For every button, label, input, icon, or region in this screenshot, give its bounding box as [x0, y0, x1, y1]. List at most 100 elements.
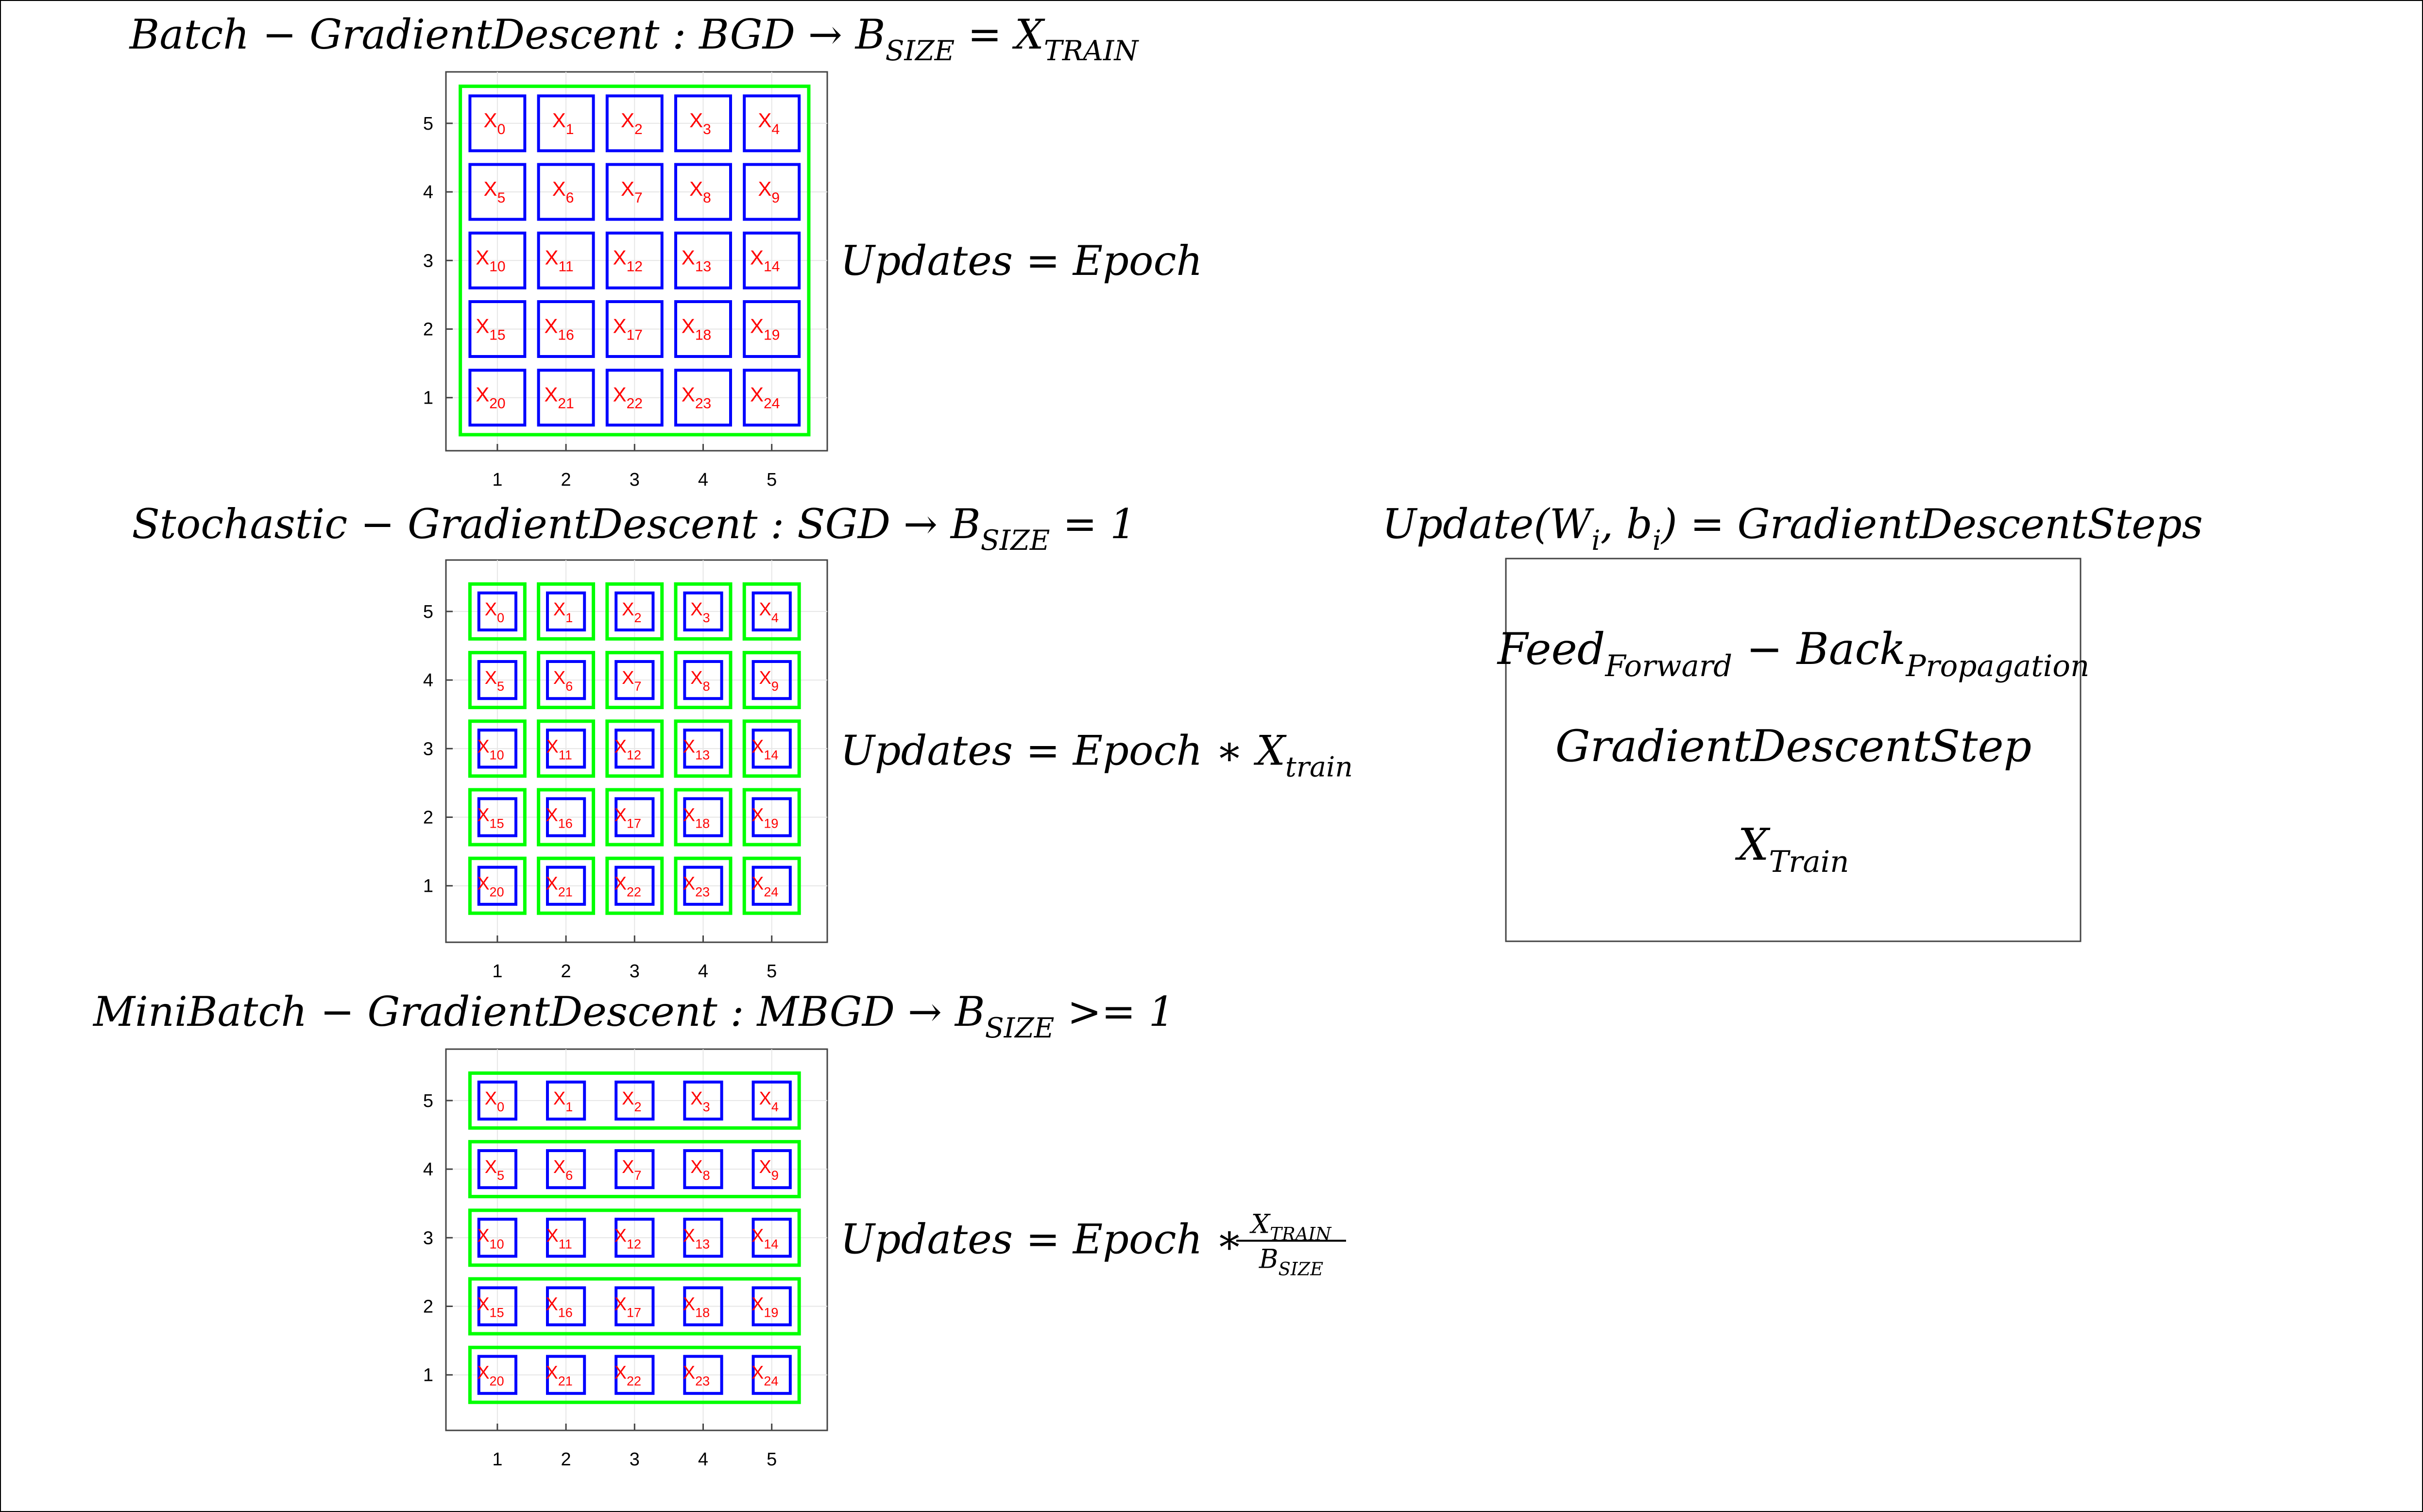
sample-label: X8 [690, 1157, 710, 1183]
panel-title-part: >= 1 [1054, 988, 1175, 1036]
sample-label: X13 [683, 1225, 710, 1251]
x-tick-label: 3 [630, 1449, 640, 1470]
x-tick-label: 1 [492, 1449, 502, 1470]
legend-item-forward-back-part: Forward [1604, 649, 1732, 683]
sample-label: X6 [553, 668, 573, 694]
sample-box [674, 94, 732, 153]
sample-label: X14 [751, 1225, 778, 1251]
y-tick-label: 5 [423, 114, 433, 134]
sample-box [546, 1355, 586, 1395]
sample-label-index: 8 [703, 1168, 710, 1183]
sample-group-box [468, 719, 527, 778]
x-tick-label: 4 [698, 961, 708, 982]
sample-label-x: X [759, 1157, 771, 1177]
sample-group-box [537, 651, 596, 710]
sample-label-index: 16 [558, 816, 573, 831]
sample-box [477, 591, 518, 632]
sample-group-box [605, 788, 664, 847]
sample-label-index: 17 [627, 1306, 641, 1320]
sample-label-x: X [613, 383, 627, 406]
sample-label: X14 [751, 736, 778, 762]
sample-label-index: 15 [490, 816, 504, 831]
sample-box [683, 729, 723, 769]
sample-label-index: 6 [565, 679, 573, 694]
sample-label-index: 11 [559, 258, 574, 274]
y-tick-label: 1 [423, 1365, 433, 1386]
sample-box [614, 866, 655, 906]
x-tick-label: 2 [561, 1449, 571, 1470]
sample-label-x: X [544, 315, 558, 338]
sample-label-x: X [759, 668, 771, 688]
sample-label-index: 3 [703, 121, 711, 137]
sample-label-x: X [682, 383, 695, 406]
sample-label: X11 [545, 246, 574, 274]
sample-label: X4 [759, 1088, 779, 1114]
sample-label-index: 9 [771, 1168, 779, 1183]
sample-label-x: X [622, 599, 634, 620]
sample-label-index: 17 [627, 327, 643, 343]
sample-label-index: 21 [558, 885, 573, 900]
sample-label-index: 14 [764, 1237, 778, 1251]
sample-label-index: 10 [490, 748, 504, 762]
sample-label-x: X [613, 246, 627, 269]
legend-heading: Update(Wi, bi) = GradientDescentSteps [1382, 500, 2202, 557]
sample-label-x: X [477, 805, 489, 826]
sample-label: X0 [485, 1088, 504, 1114]
sample-label-x: X [751, 736, 764, 757]
sample-box [614, 797, 655, 837]
panel-bgd: Batch − GradientDescent : BGD → BSIZE = … [129, 11, 1203, 490]
sample-label: X15 [476, 315, 505, 343]
sample-label-index: 16 [558, 1306, 573, 1320]
sample-label: X17 [614, 805, 641, 831]
sample-label-x: X [751, 874, 764, 894]
sample-box [683, 1355, 723, 1395]
x-tick-label: 4 [698, 470, 708, 490]
sample-box [546, 1149, 586, 1189]
sample-box [674, 369, 732, 427]
sample-box [614, 591, 655, 632]
sample-label-index: 21 [558, 396, 574, 412]
axes-box [445, 1048, 828, 1431]
sample-box [751, 591, 792, 632]
sample-label: X8 [689, 177, 711, 206]
sample-label: X18 [683, 1294, 710, 1320]
sample-label-index: 24 [764, 1374, 778, 1389]
sample-box [751, 660, 792, 700]
sample-label: X12 [614, 736, 641, 762]
sample-label: X5 [485, 1157, 504, 1183]
legend-heading-part: Update(W [1382, 500, 1595, 548]
sample-label-x: X [546, 874, 558, 894]
sample-label-x: X [682, 246, 695, 269]
sample-label: X2 [622, 599, 641, 625]
sample-label: X7 [622, 668, 641, 694]
sample-label-x: X [621, 109, 634, 132]
sample-box [546, 660, 586, 700]
sample-box [605, 369, 664, 427]
sample-label-index: 20 [490, 1374, 504, 1389]
y-tick-label: 2 [423, 1297, 433, 1317]
panel-title: Stochastic − GradientDescent : SGD → BSI… [132, 500, 1136, 557]
sample-box [743, 163, 801, 221]
sample-group-box [742, 582, 801, 641]
sample-label: X2 [621, 109, 643, 137]
sample-label: X23 [683, 1363, 710, 1389]
sample-label-x: X [614, 1225, 627, 1246]
sample-box [477, 660, 518, 700]
legend-heading-part: ) = GradientDescentSteps [1660, 500, 2203, 548]
sample-label: X19 [750, 315, 780, 343]
sample-box [683, 866, 723, 906]
sample-label-index: 5 [497, 1168, 504, 1183]
sample-label-index: 8 [703, 190, 711, 206]
sample-label-index: 14 [764, 748, 778, 762]
fraction-denominator: BSIZE [1259, 1244, 1323, 1280]
sample-label-index: 13 [695, 748, 710, 762]
sample-box [546, 729, 586, 769]
sample-label-index: 16 [558, 327, 574, 343]
sample-box [605, 163, 664, 221]
updates-formula: Updates = Epoch ∗ [840, 1216, 1243, 1263]
sample-label-x: X [477, 736, 489, 757]
panel-title: Batch − GradientDescent : BGD → BSIZE = … [129, 11, 1140, 67]
legend-heading-part: , b [1601, 500, 1653, 548]
sample-group-box [605, 856, 664, 915]
